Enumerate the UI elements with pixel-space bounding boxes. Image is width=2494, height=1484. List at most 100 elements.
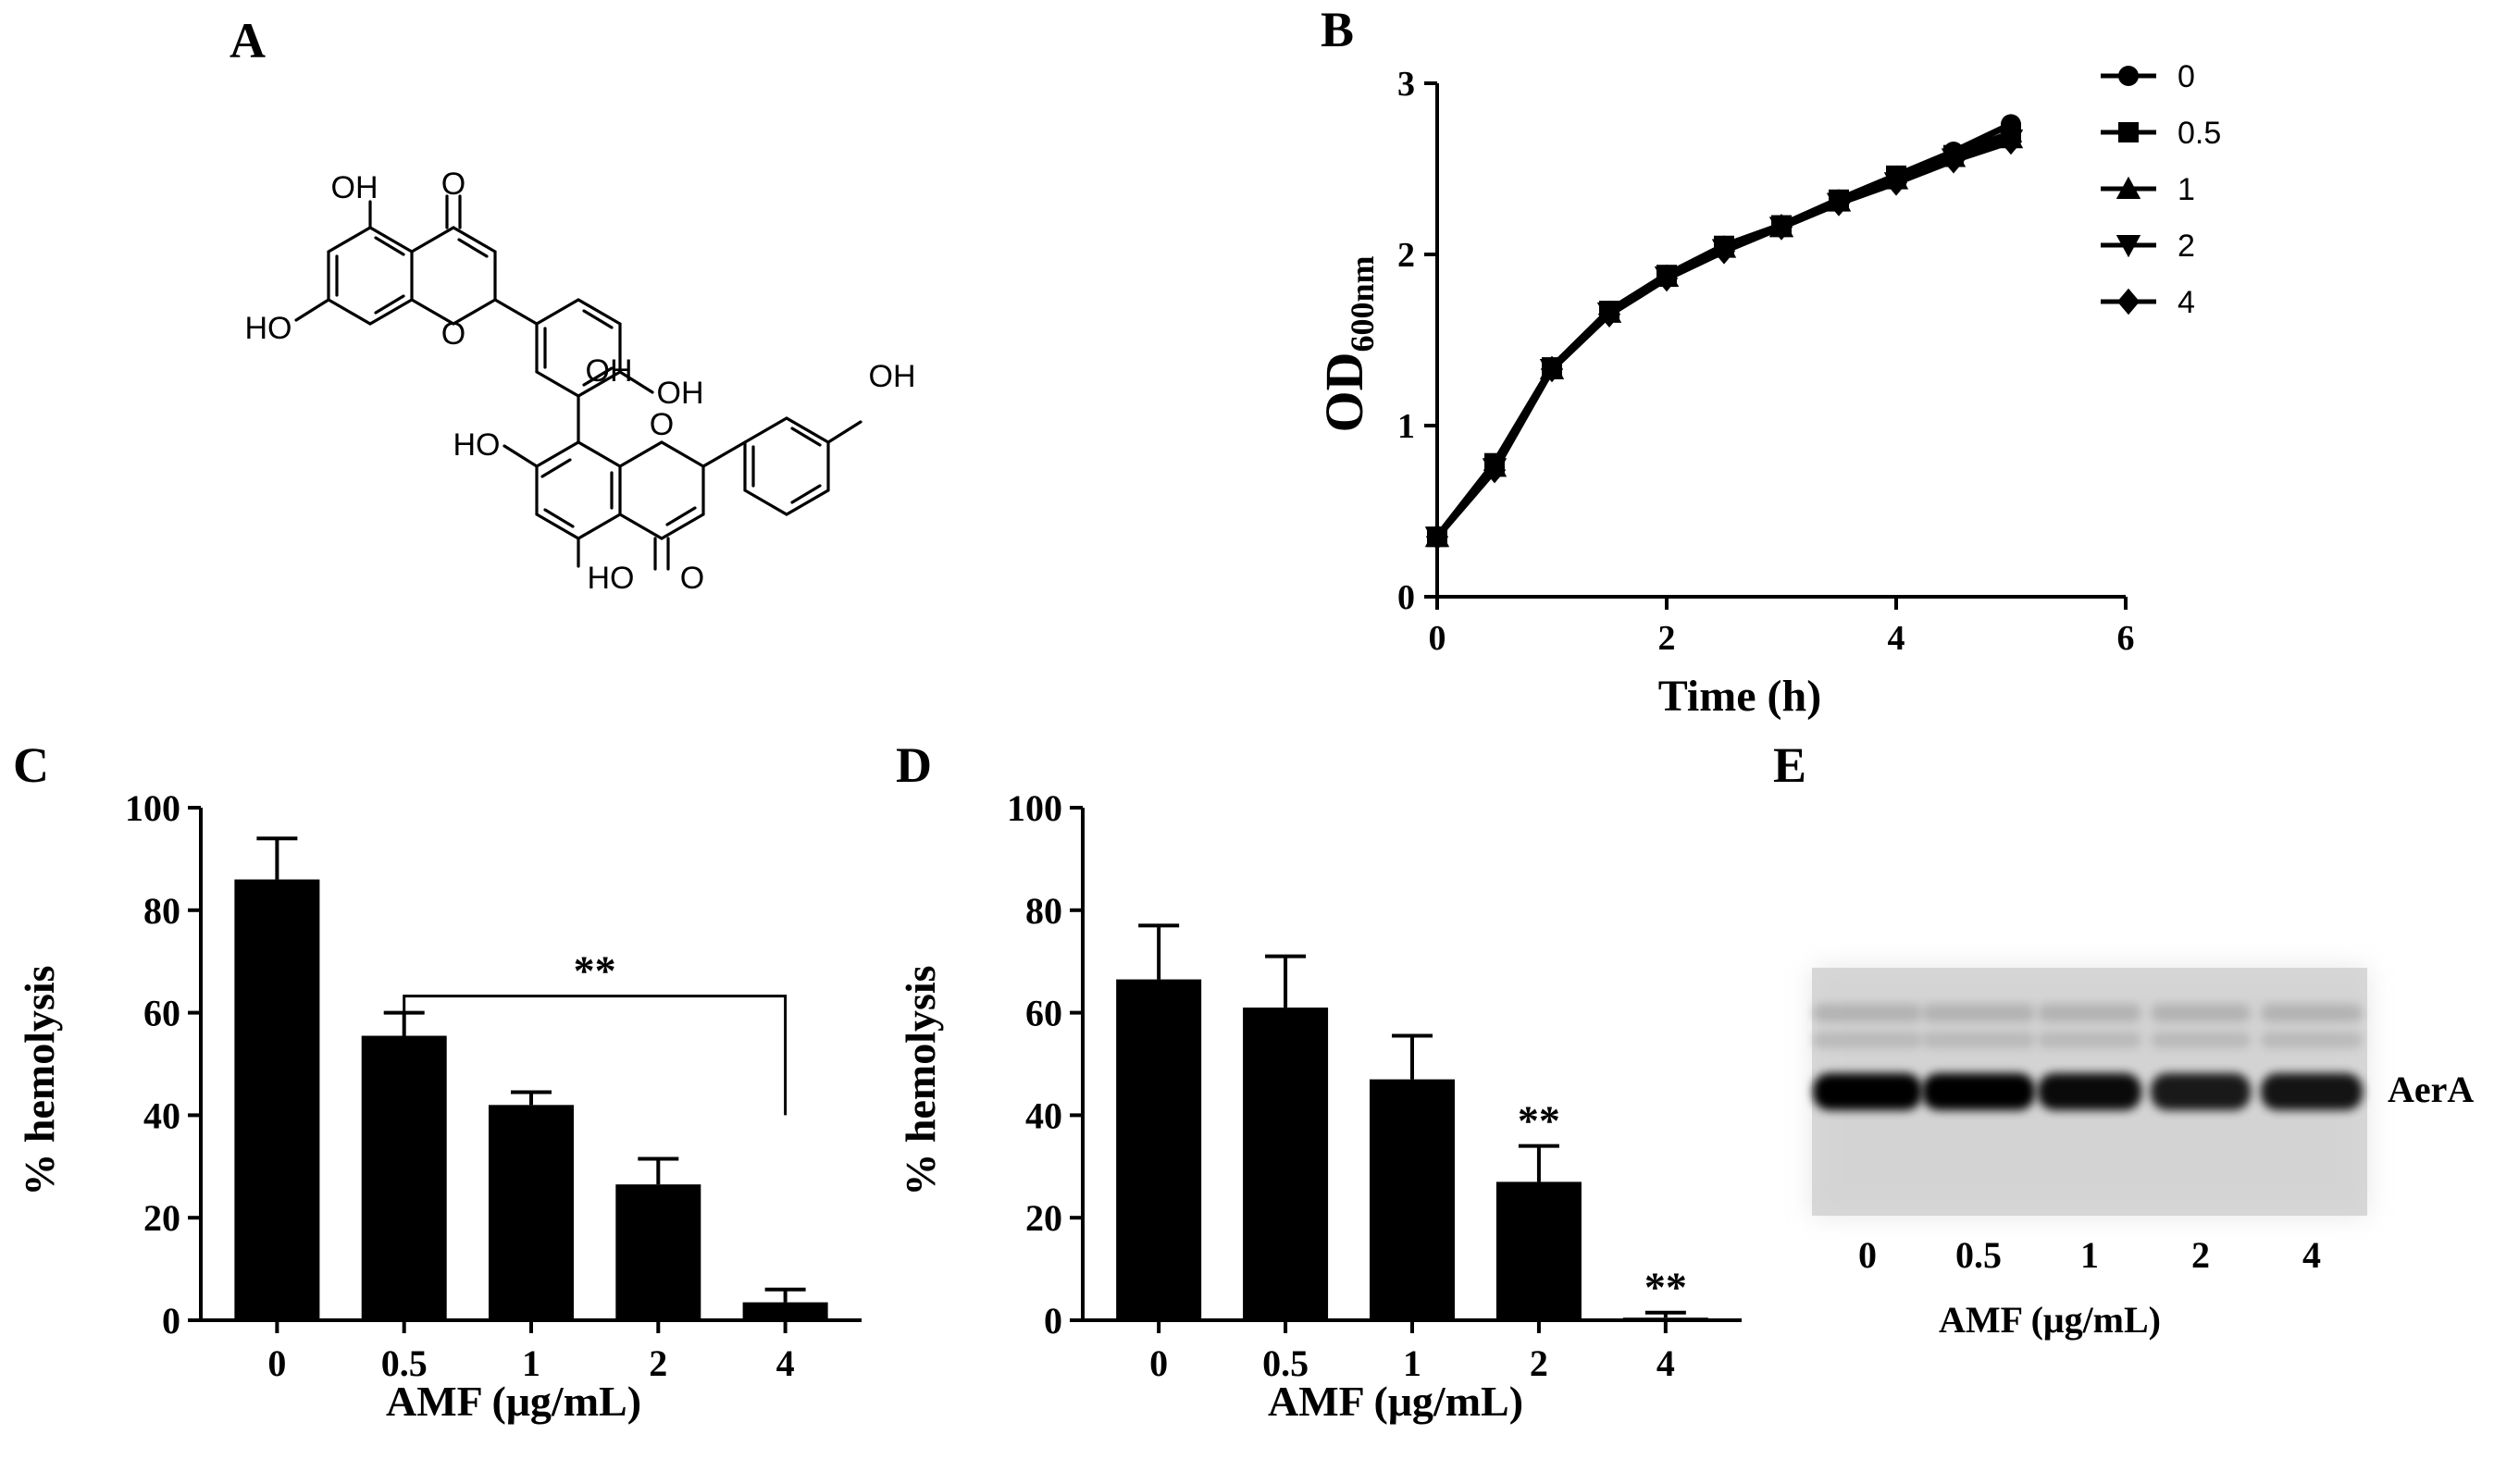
chart-d-x-tick-label: 4 — [1656, 1342, 1675, 1384]
legend-marker — [2116, 176, 2141, 199]
chart-b-data-point — [1483, 456, 1507, 484]
chart-c-bar — [234, 879, 320, 1320]
panel-label-d: D — [896, 737, 932, 793]
atom-label: OH — [586, 353, 633, 389]
chart-c-x-tick-label: 0 — [267, 1342, 286, 1384]
blot-x-axis-title: AMF (μg/mL) — [1939, 1299, 2161, 1341]
hemolysis-chart-d: 0 20 40 60 80 100 0 0.5 1 2 ** 4 ** AMF (μg/mL) % he… — [897, 787, 1742, 1425]
blot-aera-band — [2038, 1073, 2141, 1110]
chart-b-y-tick-label: 1 — [1397, 407, 1415, 446]
legend-label: 0 — [2178, 59, 2195, 94]
blot-faint-band — [1813, 1032, 1922, 1048]
atom-label: O — [441, 167, 465, 202]
chart-c-y-tick-label: 80 — [143, 890, 180, 932]
legend-marker — [2118, 66, 2139, 86]
chart-b-data-point — [1712, 238, 1736, 265]
chart-b-data-point — [1769, 214, 1793, 241]
chart-b-y-axis-title: OD600nm — [1314, 255, 1381, 432]
chart-d-y-tick-label: 40 — [1025, 1094, 1062, 1136]
chart-c-x-tick-label: 4 — [776, 1342, 795, 1384]
chart-c-bar — [361, 1035, 447, 1320]
panel-label-a: A — [230, 13, 266, 68]
blot-faint-band — [2038, 1032, 2141, 1048]
chart-c-y-tick-label: 0 — [162, 1300, 180, 1342]
chart-b-data-point — [1827, 190, 1851, 216]
chart-c-y-tick-label: 60 — [143, 993, 180, 1034]
atom-label: OH — [331, 170, 378, 205]
chart-b-series-line — [1434, 130, 2013, 539]
chart-b-axes — [1435, 83, 2126, 599]
chart-d-y-tick-label: 100 — [1007, 787, 1062, 829]
blot-lane-label: 0 — [1858, 1234, 1877, 1276]
structure-atom-labels: OH O HO O OH HO O OH OH O HO — [245, 167, 916, 596]
chart-c-bar — [489, 1105, 574, 1320]
chart-b-series — [1424, 114, 2024, 550]
chart-c-bar — [742, 1302, 828, 1320]
legend-label: 0.5 — [2178, 116, 2221, 151]
chart-c-x-tick-label: 1 — [522, 1342, 540, 1384]
growth-curve-chart: 0 2 4 6 0 1 2 3 Time (h) OD600nm 0 0.5 1 2 4 — [1314, 59, 2221, 721]
chart-b-series-line — [1434, 121, 2013, 539]
atom-label: HO — [245, 311, 292, 346]
chart-d-x-tick-label: 0.5 — [1262, 1342, 1309, 1384]
chart-d-bar — [1370, 1079, 1455, 1320]
chart-d-bar — [1243, 1008, 1329, 1320]
atom-label: O — [650, 407, 674, 442]
blot-lane-label: 4 — [2302, 1234, 2321, 1276]
chart-b-x-tick-label: 4 — [1888, 619, 1905, 658]
chart-b-series-line — [1434, 136, 2013, 539]
chart-d-y-tick-label: 80 — [1025, 890, 1062, 932]
chart-b-series-1 — [1424, 126, 2024, 548]
atom-label: OH — [869, 359, 916, 394]
chart-c-x-axis-title: AMF (μg/mL) — [386, 1378, 641, 1425]
atom-label: OH — [657, 376, 704, 411]
blot-faint-band — [2261, 1004, 2363, 1022]
panel-label-c: C — [13, 737, 49, 793]
chart-d-y-axis-title: % hemolysis — [897, 965, 944, 1195]
legend-label: 2 — [2178, 229, 2195, 264]
chart-b-data-point — [1597, 301, 1621, 328]
chart-c-y-tick-label: 20 — [143, 1197, 180, 1239]
blot-lane-labels: 0 0.5 1 2 4 — [1858, 1234, 2321, 1276]
blot-faint-band — [2261, 1032, 2363, 1048]
chart-b-y-axis-title-sub: 600nm — [1344, 255, 1381, 352]
blot-faint-band — [1922, 1032, 2035, 1048]
chart-c-x-tick-label: 2 — [649, 1342, 667, 1384]
atom-label: O — [441, 316, 465, 352]
chart-b-x-tick-label: 6 — [2117, 619, 2135, 658]
chart-b-series-line — [1434, 138, 2013, 539]
legend-label: 4 — [2178, 285, 2195, 320]
chart-c-y-axis-title: % hemolysis — [16, 965, 63, 1195]
chart-c-bar — [615, 1184, 701, 1320]
chart-b-x-tick-label: 0 — [1429, 619, 1446, 658]
chart-b-series-line — [1434, 134, 2013, 539]
chart-d-x-axis-title: AMF (μg/mL) — [1268, 1378, 1523, 1425]
chart-d-significance-label: ** — [1644, 1264, 1687, 1311]
chart-b-x-tick-label: 2 — [1658, 619, 1676, 658]
hemolysis-chart-c: 0 20 40 60 80 100 0 0.5 1 2 4 ** AMF (μg/mL) % hemo… — [16, 787, 862, 1425]
legend-marker — [2118, 122, 2139, 142]
chart-c-y-tick-label: 100 — [125, 787, 180, 829]
chart-b-series-0-5 — [1427, 122, 2021, 548]
structure-bonds — [294, 194, 862, 571]
chart-b-y-tick-label: 0 — [1397, 578, 1415, 617]
blot-lane-label: 1 — [2080, 1234, 2099, 1276]
panel-label-e: E — [1773, 737, 1806, 793]
western-blot: AerA 0 0.5 1 2 4 AMF (μg/mL) — [1812, 968, 2474, 1341]
chart-d-bar — [1495, 1181, 1582, 1320]
chart-b-series-0 — [1427, 114, 2021, 548]
blot-faint-band — [2038, 1004, 2141, 1022]
chart-c-y-tick-label: 40 — [143, 1094, 180, 1136]
chart-d-bar — [1622, 1317, 1708, 1320]
blot-aera-band — [1813, 1073, 1922, 1110]
blot-lane-label: 2 — [2191, 1234, 2210, 1276]
blot-aera-band — [2261, 1073, 2363, 1110]
atom-label: HO — [453, 427, 501, 463]
chart-b-series-2 — [1424, 130, 2024, 550]
chart-b-data-point — [1425, 523, 1449, 550]
chart-b-series-4 — [1425, 128, 2023, 550]
chart-c-significance-label: ** — [574, 947, 616, 995]
chart-b-y-axis-title-main: OD — [1314, 352, 1374, 433]
chart-d-bar — [1116, 979, 1202, 1320]
